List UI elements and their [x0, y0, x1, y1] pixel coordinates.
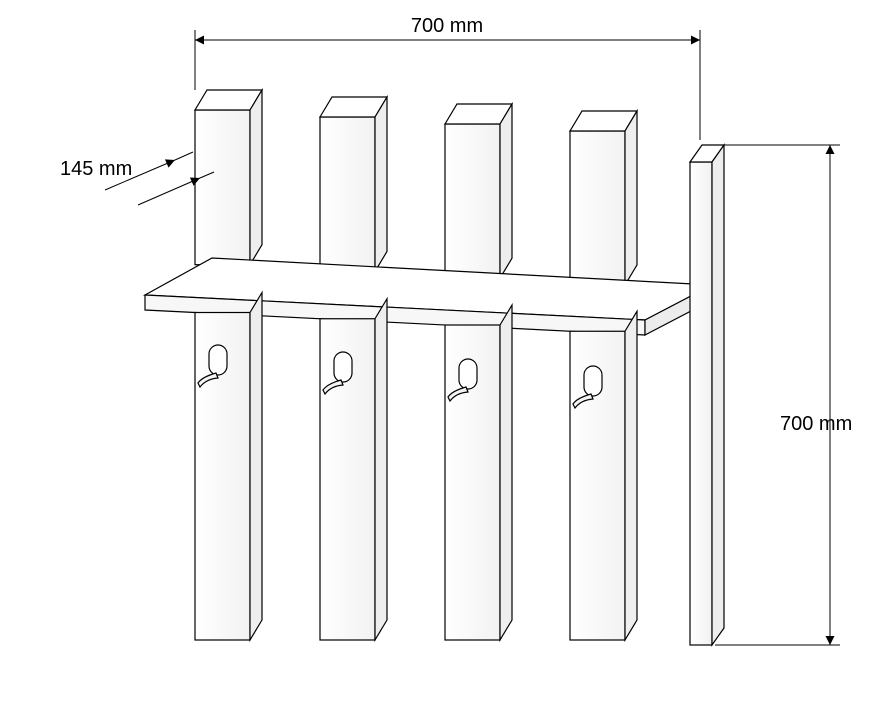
dim-depth-label: 145 mm — [60, 158, 132, 180]
dim-height-label: 700 mm — [780, 413, 852, 435]
dim-width-label: 700 mm — [411, 15, 483, 37]
side-panel — [690, 145, 724, 645]
technical-drawing: 700 mm 700 mm 145 mm — [0, 0, 870, 720]
slats-lower — [195, 293, 637, 641]
slats-upper — [195, 90, 637, 285]
